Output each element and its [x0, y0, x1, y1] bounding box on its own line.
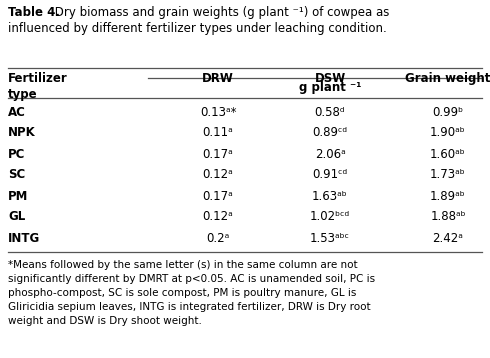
Text: 1.88ᵃᵇ: 1.88ᵃᵇ: [430, 211, 466, 223]
Text: GL: GL: [8, 211, 25, 223]
Text: PC: PC: [8, 147, 25, 160]
Text: Fertilizer: Fertilizer: [8, 72, 68, 85]
Text: influenced by different fertilizer types under leaching condition.: influenced by different fertilizer types…: [8, 22, 387, 35]
Text: 0.17ᵃ: 0.17ᵃ: [203, 189, 233, 203]
Text: g plant ⁻¹: g plant ⁻¹: [299, 81, 361, 94]
Text: significantly different by DMRT at p<0.05. AC is unamended soil, PC is: significantly different by DMRT at p<0.0…: [8, 274, 375, 284]
Text: 0.12ᵃ: 0.12ᵃ: [203, 211, 233, 223]
Text: 1.60ᵃᵇ: 1.60ᵃᵇ: [430, 147, 466, 160]
Text: 0.11ᵃ: 0.11ᵃ: [203, 126, 233, 140]
Text: 0.17ᵃ: 0.17ᵃ: [203, 147, 233, 160]
Text: 2.42ᵃ: 2.42ᵃ: [433, 232, 464, 245]
Text: 2.06ᵃ: 2.06ᵃ: [315, 147, 345, 160]
Text: type: type: [8, 88, 38, 101]
Text: SC: SC: [8, 169, 25, 182]
Text: 0.91ᶜᵈ: 0.91ᶜᵈ: [313, 169, 347, 182]
Text: DRW: DRW: [202, 72, 234, 85]
Text: 1.63ᵃᵇ: 1.63ᵃᵇ: [312, 189, 348, 203]
Text: 0.2ᵃ: 0.2ᵃ: [206, 232, 230, 245]
Text: 1.90ᵃᵇ: 1.90ᵃᵇ: [430, 126, 466, 140]
Text: 0.89ᶜᵈ: 0.89ᶜᵈ: [313, 126, 347, 140]
Text: NPK: NPK: [8, 126, 36, 140]
Text: 1.73ᵃᵇ: 1.73ᵃᵇ: [430, 169, 466, 182]
Text: PM: PM: [8, 189, 28, 203]
Text: phospho-compost, SC is sole compost, PM is poultry manure, GL is: phospho-compost, SC is sole compost, PM …: [8, 288, 356, 298]
Text: INTG: INTG: [8, 232, 40, 245]
Text: 0.13ᵃ*: 0.13ᵃ*: [200, 106, 236, 118]
Text: Table 4.: Table 4.: [8, 6, 60, 19]
Text: DSW: DSW: [315, 72, 345, 85]
Text: 0.12ᵃ: 0.12ᵃ: [203, 169, 233, 182]
Text: 0.58ᵈ: 0.58ᵈ: [315, 106, 345, 118]
Text: AC: AC: [8, 106, 26, 118]
Text: 1.02ᵇᶜᵈ: 1.02ᵇᶜᵈ: [310, 211, 350, 223]
Text: Dry biomass and grain weights (g plant ⁻¹) of cowpea as: Dry biomass and grain weights (g plant ⁻…: [51, 6, 390, 19]
Text: 1.53ᵃᵇᶜ: 1.53ᵃᵇᶜ: [310, 232, 350, 245]
Text: 0.99ᵇ: 0.99ᵇ: [433, 106, 464, 118]
Text: *Means followed by the same letter (s) in the same column are not: *Means followed by the same letter (s) i…: [8, 260, 358, 270]
Text: Grain weight: Grain weight: [405, 72, 490, 85]
Text: 1.89ᵃᵇ: 1.89ᵃᵇ: [430, 189, 466, 203]
Text: Gliricidia sepium leaves, INTG is integrated fertilizer, DRW is Dry root: Gliricidia sepium leaves, INTG is integr…: [8, 302, 370, 312]
Text: weight and DSW is Dry shoot weight.: weight and DSW is Dry shoot weight.: [8, 316, 202, 326]
